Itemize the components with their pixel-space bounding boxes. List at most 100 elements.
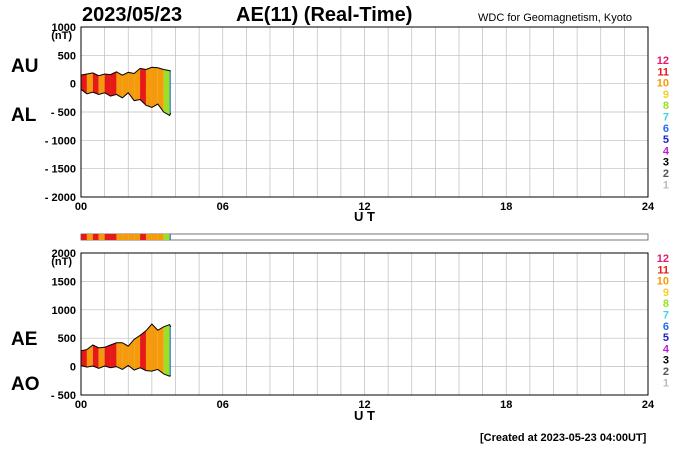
y-tick-label: 1000: [52, 22, 76, 34]
x-tick-label: 00: [75, 399, 87, 411]
x-tick-label: 24: [642, 399, 655, 411]
x-tick-label: 18: [500, 201, 512, 213]
activity-band: [81, 74, 87, 94]
data-source-label: WDC for Geomagnetism, Kyoto: [478, 12, 633, 24]
activity-band: [92, 72, 99, 95]
station-strip-segment: [92, 234, 99, 240]
station-strip-segment: [163, 234, 170, 240]
y-unit-label: (nT): [51, 256, 72, 268]
activity-band: [86, 345, 93, 368]
station-strip-segment: [134, 234, 141, 240]
activity-legend-label: 9: [663, 287, 669, 299]
chart-title: AE(11) (Real-Time): [236, 4, 413, 26]
station-strip-segment: [128, 234, 135, 240]
station-strip-segment: [116, 234, 123, 240]
activity-band: [157, 67, 164, 112]
station-strip-segment: [157, 234, 164, 240]
activity-band: [169, 70, 171, 116]
side-label-ae: AE: [11, 329, 37, 350]
activity-band: [104, 345, 111, 368]
y-tick-label: - 1000: [45, 135, 76, 147]
activity-legend-label: 8: [663, 298, 669, 310]
x-tick-label: 18: [500, 399, 512, 411]
station-strip-segment: [122, 234, 129, 240]
activity-legend-label: 1: [663, 377, 669, 389]
x-axis-label: U T: [354, 408, 375, 423]
activity-band: [163, 69, 170, 116]
activity-band: [140, 68, 146, 106]
activity-band: [145, 67, 152, 108]
side-label-au: AU: [11, 56, 38, 77]
activity-legend-label: 7: [663, 310, 669, 322]
activity-legend-label: 12: [657, 253, 669, 265]
activity-band: [151, 324, 158, 372]
activity-band: [104, 74, 111, 97]
activity-band: [98, 74, 105, 95]
activity-band: [122, 72, 129, 98]
y-tick-label: - 500: [51, 390, 76, 402]
x-tick-label: 12: [358, 399, 370, 411]
station-strip-segment: [169, 234, 171, 240]
activity-legend-label: 6: [663, 321, 669, 333]
activity-band: [163, 324, 170, 377]
station-strip-segment: [81, 234, 87, 240]
series-line-al: [80, 88, 172, 117]
y-tick-label: 0: [70, 79, 76, 91]
activity-band: [151, 67, 158, 108]
activity-legend-label: 2: [663, 168, 669, 180]
series-line-ao: [80, 364, 171, 377]
y-tick-label: - 2000: [45, 192, 76, 204]
x-tick-label: 12: [358, 201, 370, 213]
activity-band: [92, 345, 99, 369]
activity-legend-label: 5: [663, 134, 669, 146]
x-tick-label: 06: [217, 201, 229, 213]
activity-band: [157, 326, 164, 374]
station-strip-segment: [145, 234, 152, 240]
plot-frame: [80, 26, 649, 198]
activity-band: [110, 71, 117, 97]
station-strip-segment: [151, 234, 158, 240]
activity-band: [145, 324, 152, 372]
y-tick-label: 0: [70, 362, 76, 374]
y-tick-label: 500: [58, 333, 76, 345]
y-tick-label: 1500: [52, 276, 76, 288]
activity-band: [140, 330, 146, 371]
activity-legend-label: 6: [663, 123, 669, 135]
activity-band: [128, 339, 135, 371]
y-tick-label: - 1500: [45, 164, 76, 176]
activity-band: [134, 68, 141, 101]
activity-legend-label: 2: [663, 366, 669, 378]
activity-legend-label: 4: [663, 145, 670, 157]
activity-legend-label: 1: [663, 179, 669, 191]
activity-legend-label: 4: [663, 343, 670, 355]
activity-legend-label: 7: [663, 112, 669, 124]
series-line-ae: [80, 323, 172, 352]
activity-legend-label: 10: [657, 78, 669, 90]
side-label-ao: AO: [11, 374, 40, 395]
station-strip-segment: [86, 234, 93, 240]
station-strip-segment: [104, 234, 111, 240]
activity-band: [110, 342, 117, 368]
x-tick-label: 24: [642, 201, 655, 213]
activity-legend-label: 10: [657, 276, 669, 288]
activity-legend-label: 8: [663, 100, 669, 112]
activity-legend-label: 11: [657, 264, 669, 276]
activity-band: [116, 71, 123, 98]
station-strip-segment: [140, 234, 146, 240]
created-timestamp: [Created at 2023-05-23 04:00UT]: [480, 432, 647, 444]
station-strip-segment: [98, 234, 105, 240]
activity-band: [98, 347, 105, 369]
series-line-au: [80, 66, 171, 77]
activity-band: [134, 335, 141, 371]
y-tick-label: 2000: [52, 248, 76, 260]
activity-legend-label: 5: [663, 332, 669, 344]
activity-band: [86, 72, 93, 94]
activity-band: [116, 342, 123, 370]
y-tick-label: 1000: [52, 305, 76, 317]
x-tick-label: 00: [75, 201, 87, 213]
x-tick-label: 06: [217, 399, 229, 411]
activity-legend-label: 11: [657, 66, 669, 78]
activity-legend-label: 12: [657, 55, 669, 67]
